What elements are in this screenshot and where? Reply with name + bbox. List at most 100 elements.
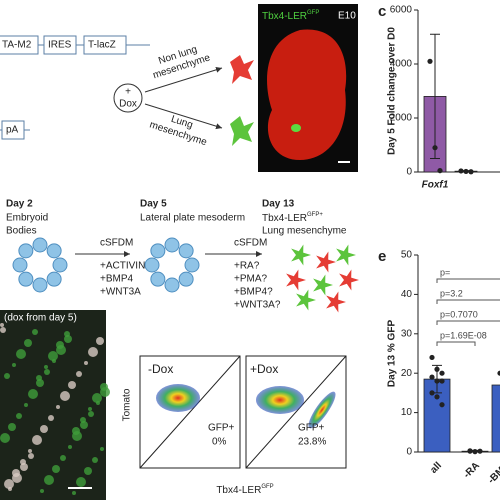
micro-cell xyxy=(28,449,32,453)
construct-tail: pA xyxy=(6,125,19,136)
micro-cell xyxy=(32,435,42,445)
cell xyxy=(184,257,200,273)
micro-cell xyxy=(68,445,72,449)
embryo-stage: E10 xyxy=(338,11,356,22)
cell xyxy=(18,271,34,287)
micro-cell xyxy=(16,413,22,419)
arrow xyxy=(144,103,223,130)
stellate-cell xyxy=(316,251,336,273)
construct-box xyxy=(43,35,77,55)
cell xyxy=(46,243,62,259)
micro-cell xyxy=(56,345,66,355)
construct-part: T-lacZ xyxy=(88,40,116,51)
flow-condition: +Dox xyxy=(250,362,278,376)
gate-line xyxy=(139,355,241,469)
micro-cell xyxy=(28,453,34,459)
cell xyxy=(46,271,62,287)
micro-cell xyxy=(60,455,66,461)
micro-cell xyxy=(48,415,54,421)
stage-reporter: Tbx4-LERGFP+ xyxy=(262,212,323,224)
medium: cSFDM xyxy=(234,238,267,249)
data-point xyxy=(439,402,445,408)
flow-gate: GFP+ xyxy=(298,423,325,434)
arrow xyxy=(144,66,223,93)
micro-cell xyxy=(48,351,58,361)
embryo-reporter: Tbx4-LERGFP xyxy=(262,10,319,22)
micro-cell xyxy=(40,489,44,493)
cell xyxy=(150,271,166,287)
factor: +BMP4? xyxy=(234,287,273,298)
flow-condition: -Dox xyxy=(148,362,173,376)
cell xyxy=(32,277,48,293)
stellate-cell xyxy=(296,289,316,311)
micro-cell xyxy=(76,371,82,377)
micro-cell xyxy=(36,379,44,387)
stage-day: Day 2 xyxy=(6,199,33,210)
micro-cell xyxy=(72,431,82,441)
micro-cell xyxy=(4,479,14,489)
flow-x-label: Tbx4-LERGFP xyxy=(216,484,273,496)
micro-cell xyxy=(8,487,12,491)
micro-cell xyxy=(96,401,100,405)
flow-gate: GFP+ xyxy=(208,423,235,434)
significance-bracket xyxy=(436,278,500,283)
factor: +RA? xyxy=(234,261,260,272)
flow-y-label: Tomato xyxy=(122,388,133,421)
data-point xyxy=(477,448,483,454)
micro-cell xyxy=(0,327,6,333)
micro-cell xyxy=(24,403,28,407)
cell xyxy=(150,243,166,259)
micro-cell xyxy=(12,363,16,367)
micro-cell xyxy=(68,381,76,389)
red-cell xyxy=(230,55,254,84)
stage-desc: Bodies xyxy=(6,226,37,237)
data-point xyxy=(434,366,440,372)
factor: +WNT3A? xyxy=(234,300,281,311)
micro-cell xyxy=(84,361,88,365)
micro-cell xyxy=(96,337,104,345)
y-tick-label: 0 xyxy=(406,167,412,178)
significance-bracket xyxy=(436,299,500,304)
micro-cell xyxy=(52,359,56,363)
data-point xyxy=(434,394,440,400)
cell xyxy=(32,237,48,253)
data-point xyxy=(468,169,474,175)
stage-desc: Lateral plate mesoderm xyxy=(140,213,245,224)
factor: +WNT3A xyxy=(100,287,141,298)
significance-bracket xyxy=(436,341,476,346)
micro-cell xyxy=(40,425,48,433)
y-tick-label: 30 xyxy=(401,328,413,339)
micro-cell xyxy=(72,491,76,495)
data-point xyxy=(429,374,435,380)
p-value: p= xyxy=(440,267,450,277)
cell xyxy=(178,271,194,287)
y-tick-label: 10 xyxy=(401,407,413,418)
gate-line xyxy=(245,355,347,469)
micro-cell xyxy=(100,447,104,451)
construct: TA-M2 IRES T-lacZ pA xyxy=(0,35,150,140)
micro-cell xyxy=(100,387,110,397)
micro-cell xyxy=(0,433,10,443)
data-point xyxy=(463,168,469,175)
flow-plot xyxy=(139,355,241,469)
micro-cell xyxy=(76,477,86,487)
stellate-cell xyxy=(291,244,311,266)
micro-cell xyxy=(88,407,92,411)
flow-plot xyxy=(245,355,347,469)
factor: +PMA? xyxy=(234,274,268,285)
y-tick-label: 0 xyxy=(406,447,412,458)
x-tick-label: Foxf1 xyxy=(422,180,449,191)
y-tick-label: 6000 xyxy=(390,5,413,16)
significance-bracket xyxy=(436,320,500,325)
stellate-cell xyxy=(339,269,359,291)
data-point xyxy=(432,145,438,151)
micro-cell xyxy=(28,389,38,399)
data-point xyxy=(497,370,500,376)
panel-letter: e xyxy=(378,248,386,265)
micro-cell xyxy=(88,411,94,417)
micro-cell xyxy=(0,323,4,327)
flow-percent: 0% xyxy=(212,437,227,448)
flow-cloud xyxy=(256,386,304,414)
cell xyxy=(164,277,180,293)
